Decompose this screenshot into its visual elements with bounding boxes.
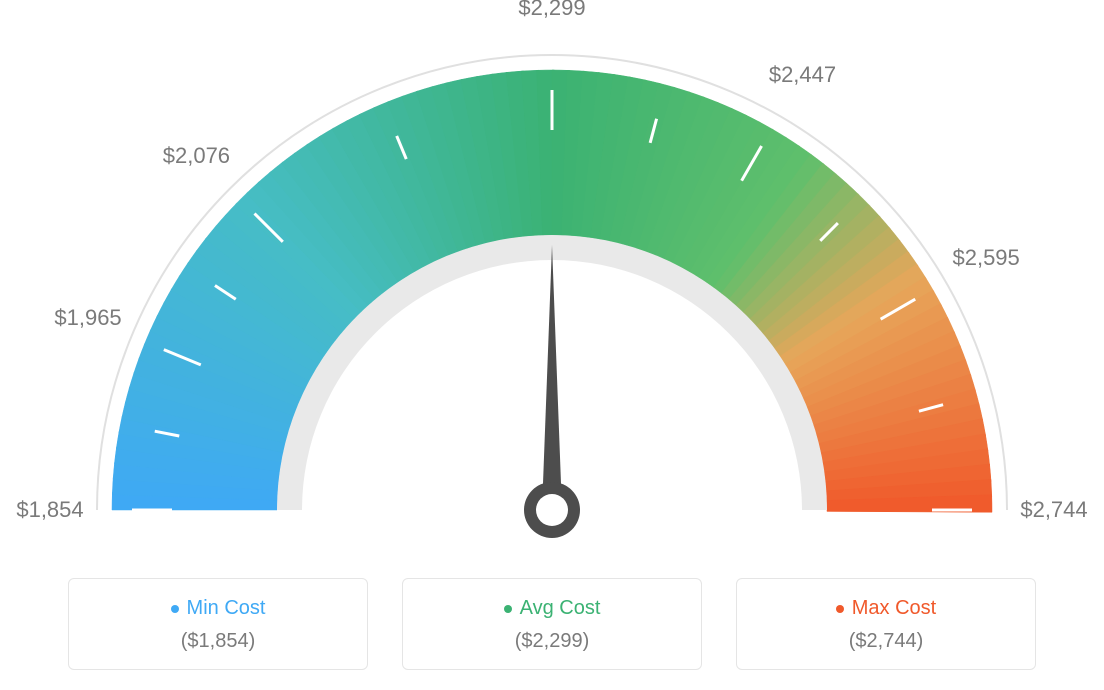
legend-avg-title: Avg Cost (504, 597, 601, 620)
legend-min-value: ($1,854) (79, 630, 357, 653)
gauge-tick-label: $2,447 (769, 62, 836, 88)
gauge-tick-label: $2,595 (952, 245, 1019, 271)
legend-avg-dot-icon (504, 605, 512, 613)
legend-max-dot-icon (836, 605, 844, 613)
legend-min-title: Min Cost (171, 597, 266, 620)
legend-max-label: Max Cost (852, 597, 936, 620)
legend-row: Min Cost ($1,854) Avg Cost ($2,299) Max … (0, 578, 1104, 670)
legend-min-dot-icon (171, 605, 179, 613)
gauge-tick-label: $1,965 (54, 305, 121, 331)
gauge-svg (0, 0, 1104, 580)
legend-max-box: Max Cost ($2,744) (736, 578, 1036, 670)
gauge-tick-label: $2,744 (1020, 497, 1087, 523)
gauge-area: $1,854 $1,965 $2,076 $2,299 $2,447 $2,595 $2,7… (0, 0, 1104, 580)
cost-gauge-chart: $1,854 $1,965 $2,076 $2,299 $2,447 $2,595 $2,7… (0, 0, 1104, 690)
legend-min-box: Min Cost ($1,854) (68, 578, 368, 670)
legend-max-value: ($2,744) (747, 630, 1025, 653)
legend-min-label: Min Cost (187, 597, 266, 620)
gauge-tick-label: $2,299 (518, 0, 585, 21)
legend-avg-value: ($2,299) (413, 630, 691, 653)
legend-avg-box: Avg Cost ($2,299) (402, 578, 702, 670)
legend-avg-label: Avg Cost (520, 597, 601, 620)
gauge-tick-label: $2,076 (163, 143, 230, 169)
legend-max-title: Max Cost (836, 597, 936, 620)
gauge-tick-label: $1,854 (16, 497, 83, 523)
